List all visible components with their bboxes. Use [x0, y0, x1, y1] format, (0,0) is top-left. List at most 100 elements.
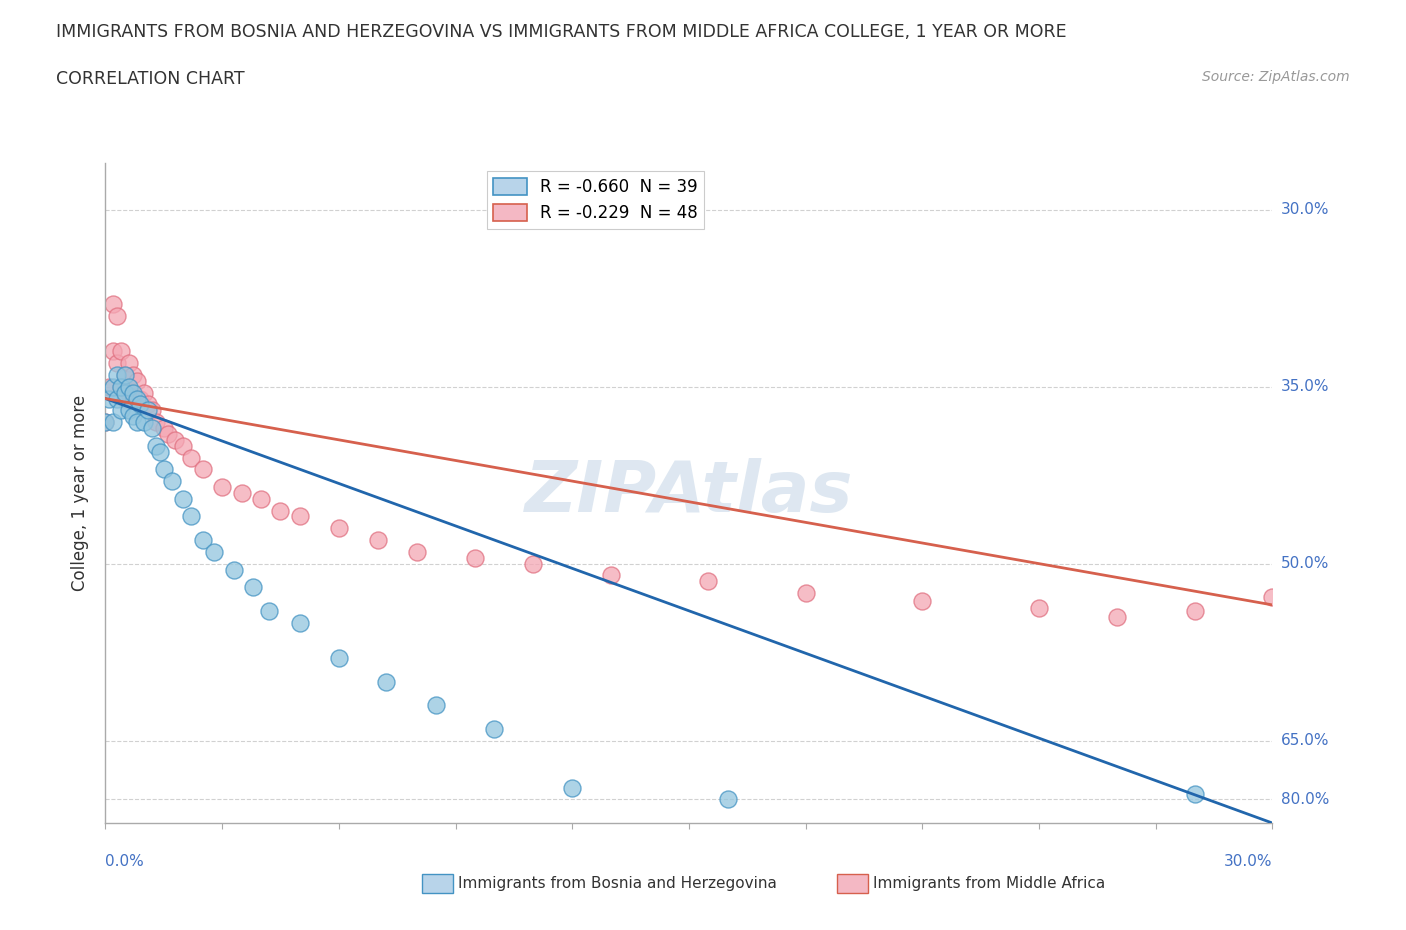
Point	[103, 379, 125, 394]
Point	[121, 385, 143, 400]
Point	[114, 367, 136, 382]
Point	[222, 562, 245, 577]
Text: 35.0%: 35.0%	[1281, 379, 1329, 394]
Point	[697, 574, 720, 589]
Point	[125, 374, 148, 389]
Point	[136, 397, 159, 412]
Point	[103, 344, 125, 359]
Point	[94, 415, 117, 430]
Point	[110, 379, 132, 394]
Point	[118, 403, 141, 418]
Text: 30.0%: 30.0%	[1225, 854, 1272, 869]
Point	[110, 344, 132, 359]
Text: CORRELATION CHART: CORRELATION CHART	[56, 70, 245, 87]
Point	[103, 297, 125, 312]
Point	[118, 379, 141, 394]
Text: 65.0%: 65.0%	[1281, 733, 1329, 748]
Point	[145, 438, 167, 453]
Point	[600, 568, 623, 583]
Point	[172, 438, 194, 453]
Point	[141, 420, 163, 435]
Point	[121, 392, 143, 406]
Text: 0.0%: 0.0%	[105, 854, 145, 869]
Text: 80.0%: 80.0%	[1281, 792, 1329, 807]
Point	[1301, 579, 1323, 594]
Point	[202, 544, 225, 559]
Point	[114, 392, 136, 406]
Point	[129, 397, 152, 412]
Point	[425, 698, 447, 712]
Point	[328, 651, 350, 666]
Point	[145, 415, 167, 430]
Point	[118, 356, 141, 371]
Point	[94, 415, 117, 430]
Point	[149, 445, 172, 459]
Point	[141, 403, 163, 418]
Point	[114, 367, 136, 382]
Point	[105, 367, 128, 382]
Point	[136, 403, 159, 418]
Point	[105, 309, 128, 324]
Point	[288, 509, 311, 524]
Point	[121, 409, 143, 424]
Point	[1261, 590, 1284, 604]
Point	[172, 491, 194, 506]
Point	[125, 415, 148, 430]
Text: Immigrants from Middle Africa: Immigrants from Middle Africa	[873, 876, 1105, 891]
Point	[160, 473, 183, 488]
Text: 50.0%: 50.0%	[1281, 556, 1329, 571]
Point	[464, 551, 486, 565]
Point	[103, 415, 125, 430]
Text: Immigrants from Bosnia and Herzegovina: Immigrants from Bosnia and Herzegovina	[458, 876, 778, 891]
Y-axis label: College, 1 year or more: College, 1 year or more	[72, 395, 90, 591]
Point	[191, 462, 214, 477]
Point	[211, 480, 233, 495]
Point	[231, 485, 253, 500]
Text: Source: ZipAtlas.com: Source: ZipAtlas.com	[1202, 70, 1350, 84]
Point	[152, 462, 174, 477]
Point	[522, 556, 544, 571]
Point	[129, 392, 152, 406]
Point	[250, 491, 273, 506]
Legend: R = -0.660  N = 39, R = -0.229  N = 48: R = -0.660 N = 39, R = -0.229 N = 48	[486, 171, 704, 229]
Point	[242, 579, 264, 594]
Point	[114, 385, 136, 400]
Point	[191, 533, 214, 548]
Point	[105, 356, 128, 371]
Point	[134, 415, 156, 430]
Point	[165, 432, 187, 447]
Point	[374, 674, 396, 689]
Point	[1378, 601, 1400, 616]
Point	[1184, 604, 1206, 618]
Point	[269, 503, 292, 518]
Text: IMMIGRANTS FROM BOSNIA AND HERZEGOVINA VS IMMIGRANTS FROM MIDDLE AFRICA COLLEGE,: IMMIGRANTS FROM BOSNIA AND HERZEGOVINA V…	[56, 23, 1067, 41]
Point	[405, 544, 427, 559]
Point	[288, 615, 311, 630]
Point	[98, 379, 121, 394]
Point	[134, 385, 156, 400]
Point	[257, 604, 280, 618]
Point	[794, 586, 817, 601]
Point	[105, 392, 128, 406]
Point	[98, 392, 121, 406]
Point	[328, 521, 350, 536]
Point	[1184, 786, 1206, 801]
Point	[1105, 609, 1128, 624]
Point	[180, 509, 202, 524]
Point	[156, 427, 179, 442]
Point	[152, 420, 174, 435]
Text: ZIPAtlas: ZIPAtlas	[524, 458, 853, 527]
Point	[911, 594, 934, 609]
Point	[180, 450, 202, 465]
Point	[110, 379, 132, 394]
Text: 30.0%: 30.0%	[1281, 203, 1329, 218]
Point	[561, 780, 583, 795]
Point	[484, 722, 506, 737]
Point	[110, 403, 132, 418]
Point	[118, 385, 141, 400]
Point	[121, 367, 143, 382]
Point	[367, 533, 389, 548]
Point	[717, 792, 740, 807]
Point	[125, 392, 148, 406]
Point	[1028, 601, 1050, 616]
